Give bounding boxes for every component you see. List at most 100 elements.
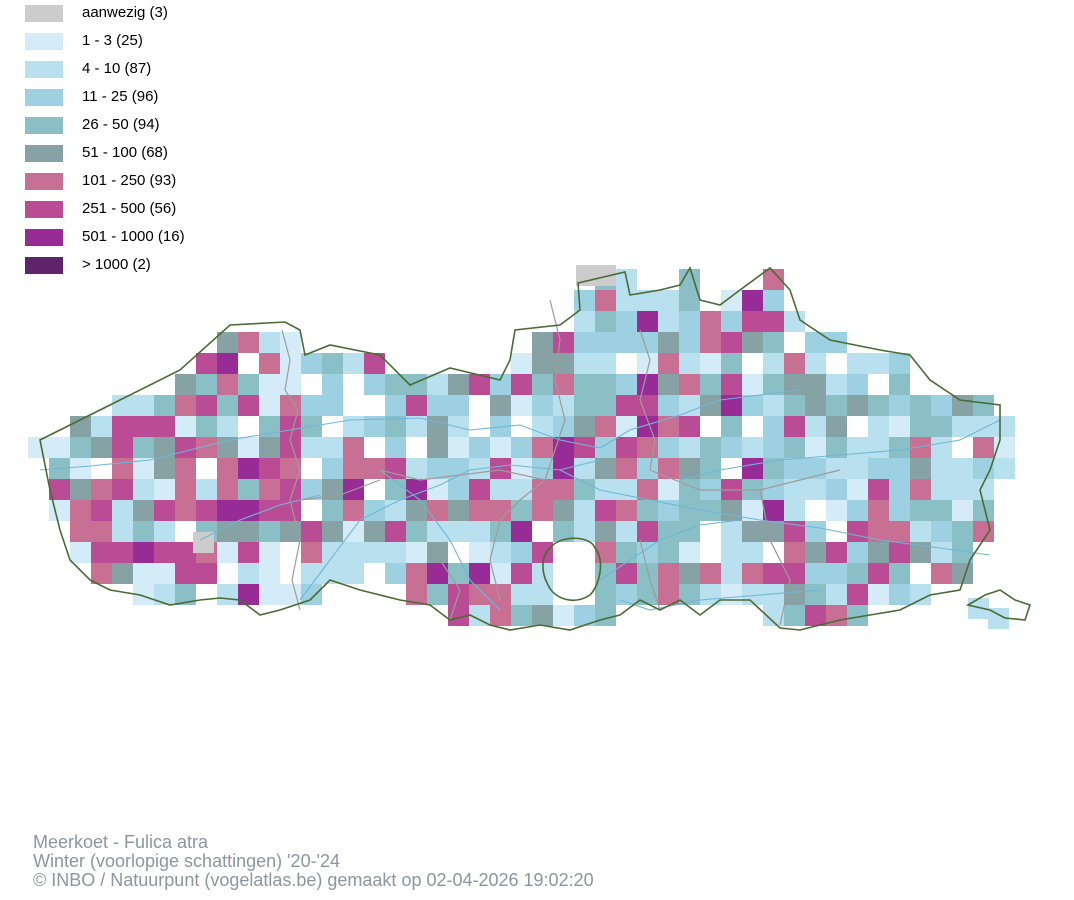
grid-cell — [847, 395, 868, 416]
grid-cells — [28, 265, 1015, 629]
grid-cell — [889, 353, 910, 374]
grid-cell — [112, 500, 133, 521]
grid-cell — [322, 437, 343, 458]
grid-cell — [616, 311, 637, 332]
grid-cell — [784, 416, 805, 437]
grid-cell — [490, 479, 511, 500]
grid-cell — [742, 311, 763, 332]
grid-cell — [49, 437, 70, 458]
grid-cell — [322, 395, 343, 416]
grid-cell — [196, 353, 217, 374]
grid-cell — [784, 395, 805, 416]
grid-cell — [343, 542, 364, 563]
grid-cell — [133, 416, 154, 437]
grid-cell — [973, 416, 994, 437]
grid-cell — [868, 563, 889, 584]
grid-cell — [406, 416, 427, 437]
grid-cell — [826, 458, 847, 479]
grid-cell — [595, 311, 616, 332]
grid-cell — [238, 521, 259, 542]
legend-label: 4 - 10 (87) — [82, 60, 152, 77]
grid-cell — [343, 416, 364, 437]
grid-cell — [889, 437, 910, 458]
grid-cell — [469, 500, 490, 521]
grid-cell — [679, 563, 700, 584]
grid-cell — [868, 395, 889, 416]
grid-cell — [385, 416, 406, 437]
grid-cell — [805, 395, 826, 416]
grid-cell — [259, 395, 280, 416]
grid-cell — [217, 416, 238, 437]
grid-cell — [70, 521, 91, 542]
grid-cell — [133, 500, 154, 521]
grid-cell — [826, 374, 847, 395]
grid-cell — [553, 500, 574, 521]
grid-cell — [469, 605, 490, 626]
grid-cell — [721, 500, 742, 521]
grid-cell — [826, 416, 847, 437]
legend-label: 11 - 25 (96) — [82, 88, 159, 105]
grid-cell — [133, 563, 154, 584]
grid-cell — [868, 500, 889, 521]
grid-cell — [742, 437, 763, 458]
grid-cell — [553, 374, 574, 395]
grid-cell — [889, 542, 910, 563]
grid-cell — [868, 521, 889, 542]
grid-cell — [112, 416, 133, 437]
grid-cell — [280, 458, 301, 479]
grid-cell — [259, 332, 280, 353]
grid-cell — [280, 500, 301, 521]
grid-cell — [973, 395, 994, 416]
grid-cell — [385, 479, 406, 500]
grid-cell — [217, 542, 238, 563]
grid-cell — [595, 374, 616, 395]
grid-cell — [658, 563, 679, 584]
grid-cell — [616, 584, 637, 605]
grid-cell — [805, 542, 826, 563]
map-caption: Meerkoet - Fulica atra Winter (voorlopig… — [33, 833, 594, 890]
grid-cell — [742, 290, 763, 311]
grid-cell — [868, 416, 889, 437]
grid-cell — [805, 521, 826, 542]
grid-cell — [196, 395, 217, 416]
grid-cell — [968, 598, 989, 619]
grid-cell — [322, 353, 343, 374]
grid-cell — [175, 458, 196, 479]
grid-cell — [868, 353, 889, 374]
grid-cell — [343, 521, 364, 542]
grid-cell — [70, 479, 91, 500]
grid-cell — [931, 563, 952, 584]
grid-cell — [700, 437, 721, 458]
legend-swatch — [25, 257, 63, 274]
grid-cell — [595, 605, 616, 626]
grid-cell — [721, 542, 742, 563]
grid-cell — [490, 542, 511, 563]
grid-cell — [952, 458, 973, 479]
grid-cell — [406, 563, 427, 584]
grid-cell — [700, 500, 721, 521]
grid-cell — [763, 563, 784, 584]
grid-cell — [931, 542, 952, 563]
grid-cell — [826, 584, 847, 605]
grid-cell — [637, 332, 658, 353]
grid-cell — [910, 479, 931, 500]
grid-cell — [217, 500, 238, 521]
grid-cell — [175, 500, 196, 521]
grid-cell — [868, 479, 889, 500]
grid-cell — [427, 563, 448, 584]
grid-cell — [154, 563, 175, 584]
grid-cell — [238, 437, 259, 458]
grid-cell — [742, 458, 763, 479]
grid-cell — [679, 332, 700, 353]
grid-cell — [490, 437, 511, 458]
grid-cell — [784, 458, 805, 479]
grid-cell — [322, 563, 343, 584]
grid-cell — [112, 479, 133, 500]
grid-cell — [154, 437, 175, 458]
grid-cell — [427, 458, 448, 479]
grid-cell — [259, 584, 280, 605]
grid-cell — [322, 374, 343, 395]
grid-cell — [784, 353, 805, 374]
grid-cell — [511, 353, 532, 374]
grid-cell — [763, 521, 784, 542]
